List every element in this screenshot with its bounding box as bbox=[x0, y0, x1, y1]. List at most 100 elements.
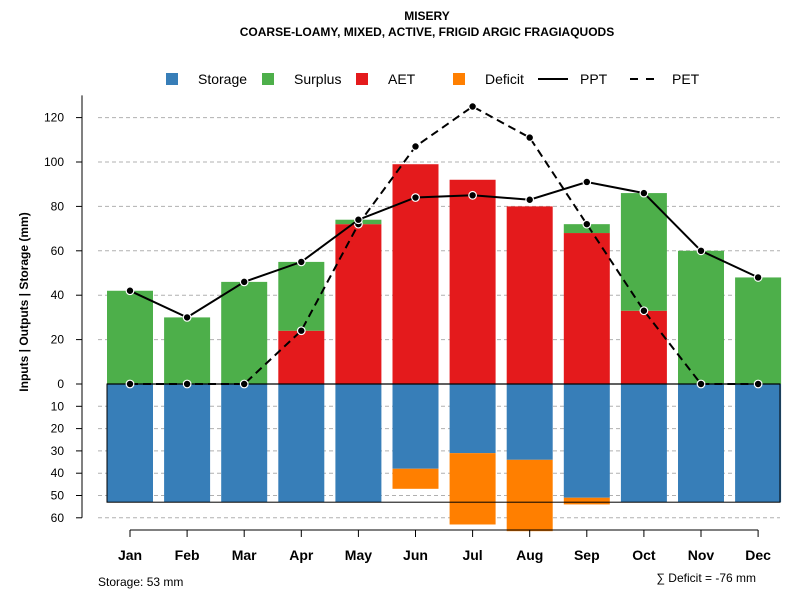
storage-bar bbox=[221, 384, 268, 503]
x-tick-label: Feb bbox=[175, 547, 200, 563]
legend: Storage Surplus AET Deficit PPT PET bbox=[166, 71, 700, 87]
storage-bar bbox=[563, 384, 610, 498]
y-tick-label: 10 bbox=[51, 399, 65, 413]
deficit-bar bbox=[563, 497, 610, 505]
legend-label-ppt: PPT bbox=[580, 71, 608, 87]
deficit-bar bbox=[392, 468, 439, 489]
y-tick-label: 20 bbox=[51, 333, 65, 347]
x-tick-label: Dec bbox=[745, 547, 771, 563]
chart-title: MISERY bbox=[404, 9, 450, 23]
ppt-point bbox=[296, 257, 306, 267]
legend-label-pet: PET bbox=[672, 71, 700, 87]
legend-label-aet: AET bbox=[388, 71, 416, 87]
y-tick-label: 20 bbox=[51, 422, 65, 436]
pet-point bbox=[639, 306, 649, 316]
legend-label-deficit: Deficit bbox=[485, 71, 524, 87]
surplus-bar bbox=[735, 277, 782, 384]
legend-swatch-surplus bbox=[262, 73, 274, 85]
storage-bar bbox=[335, 384, 382, 503]
x-tick-label: Mar bbox=[232, 547, 257, 563]
pet-line bbox=[130, 105, 759, 385]
legend-label-storage: Storage bbox=[198, 71, 247, 87]
ppt-point bbox=[639, 188, 649, 198]
pet-point bbox=[411, 142, 420, 151]
storage-bar bbox=[164, 384, 211, 503]
storage-bar bbox=[392, 384, 439, 469]
storage-bar bbox=[506, 384, 553, 460]
pet-point bbox=[125, 379, 135, 389]
pet-point bbox=[696, 379, 706, 389]
pet-point bbox=[525, 133, 535, 142]
pet-point bbox=[468, 102, 478, 111]
deficit-bar bbox=[506, 459, 553, 532]
aet-bar bbox=[335, 224, 382, 384]
storage-bar bbox=[449, 384, 496, 454]
ppt-point bbox=[525, 195, 535, 205]
pet-point bbox=[182, 379, 192, 389]
deficit-sum-note: ∑ Deficit = -76 mm bbox=[656, 571, 756, 585]
x-tick-label: Oct bbox=[632, 547, 656, 563]
y-tick-label: 60 bbox=[51, 244, 65, 258]
y-tick-label: 100 bbox=[44, 155, 64, 169]
legend-swatch-deficit bbox=[453, 73, 465, 85]
legend-label-surplus: Surplus bbox=[294, 71, 341, 87]
storage-bar bbox=[735, 384, 782, 503]
axes: 0 20 40 60 80 100 120 10 20 30 40 50 60 Jan Feb Mar Apr M… bbox=[44, 95, 771, 563]
lines bbox=[125, 102, 763, 389]
aet-bar bbox=[620, 310, 667, 384]
y-tick-label: 40 bbox=[51, 288, 65, 302]
x-tick-label: Apr bbox=[289, 547, 314, 563]
legend-swatch-aet bbox=[356, 73, 368, 85]
surplus-bar bbox=[678, 250, 724, 384]
deficit-bar bbox=[449, 453, 496, 525]
y-tick-label: 0 bbox=[57, 377, 64, 391]
ppt-point bbox=[411, 193, 420, 202]
aet-bar bbox=[563, 233, 610, 384]
ppt-point bbox=[182, 313, 192, 322]
ppt-point bbox=[125, 286, 135, 296]
y-tick-label: 60 bbox=[51, 511, 65, 525]
ppt-point bbox=[582, 177, 592, 187]
bars bbox=[106, 164, 782, 532]
y-tick-label: 120 bbox=[44, 111, 64, 125]
aet-bar bbox=[278, 330, 325, 384]
ppt-line bbox=[129, 180, 759, 319]
surplus-bar bbox=[107, 290, 153, 384]
storage-bar bbox=[278, 384, 325, 503]
surplus-bar bbox=[221, 281, 268, 384]
storage-note: Storage: 53 mm bbox=[98, 575, 183, 589]
ppt-point bbox=[239, 277, 249, 287]
x-tick-label: Nov bbox=[688, 547, 715, 563]
ppt-point bbox=[468, 190, 478, 200]
y-tick-label: 30 bbox=[51, 444, 65, 458]
y-tick-label: 80 bbox=[51, 199, 65, 213]
x-tick-label: Aug bbox=[516, 547, 543, 563]
pet-point bbox=[296, 326, 306, 336]
y-axis-label: Inputs | Outputs | Storage (mm) bbox=[17, 212, 31, 391]
x-tick-label: Jun bbox=[403, 547, 428, 563]
surplus-bar bbox=[563, 224, 610, 234]
aet-bar bbox=[449, 179, 496, 384]
y-tick-label: 50 bbox=[51, 489, 65, 503]
ppt-point bbox=[354, 215, 363, 225]
ppt-point bbox=[696, 246, 706, 256]
legend-swatch-storage bbox=[166, 73, 178, 85]
aet-bar bbox=[506, 206, 553, 384]
storage-bar bbox=[620, 384, 667, 503]
y-tick-label: 40 bbox=[51, 466, 65, 480]
x-tick-label: Sep bbox=[574, 547, 600, 563]
surplus-bar bbox=[620, 193, 667, 311]
x-tick-label: May bbox=[345, 547, 372, 563]
x-tick-label: Jul bbox=[462, 547, 482, 563]
storage-bar bbox=[107, 384, 153, 503]
storage-bar bbox=[678, 384, 724, 503]
chart-subtitle: COARSE-LOAMY, MIXED, ACTIVE, FRIGID ARGI… bbox=[240, 25, 614, 39]
x-tick-label: Jan bbox=[118, 547, 142, 563]
pet-point bbox=[753, 379, 763, 389]
pet-point bbox=[239, 379, 249, 389]
ppt-point bbox=[753, 273, 763, 282]
surplus-bar bbox=[164, 317, 211, 384]
surplus-bar bbox=[278, 261, 325, 331]
pet-point bbox=[582, 219, 592, 229]
